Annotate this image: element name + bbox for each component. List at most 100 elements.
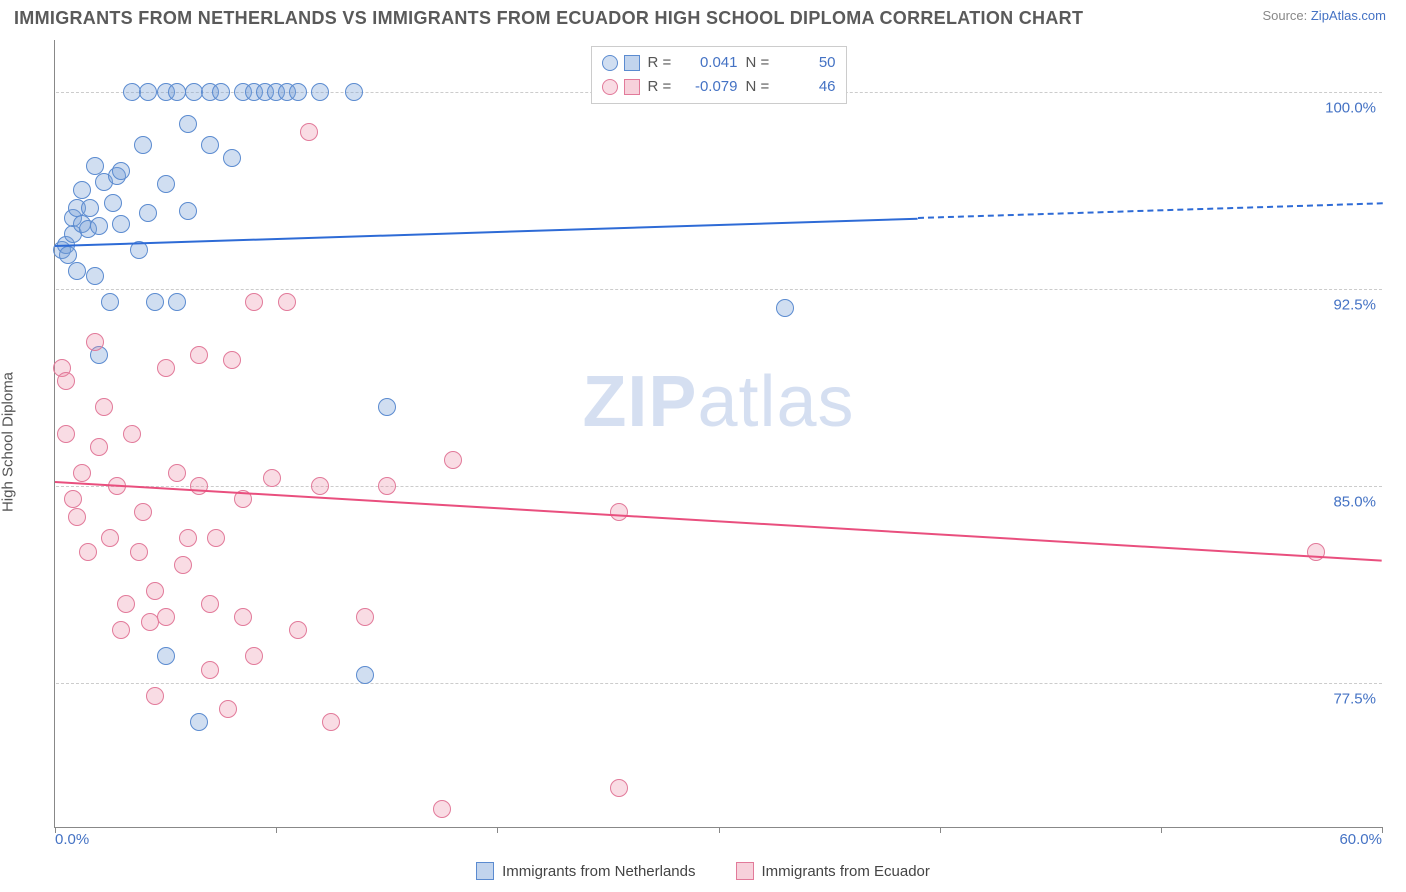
y-tick-label: 92.5% — [1333, 297, 1376, 314]
data-point — [610, 779, 628, 797]
stats-row: R =-0.079N =46 — [602, 75, 836, 99]
data-point — [610, 503, 628, 521]
watermark: ZIPatlas — [582, 361, 854, 443]
legend-label: Immigrants from Netherlands — [502, 863, 695, 880]
data-point — [157, 175, 175, 193]
legend-label: Immigrants from Ecuador — [762, 863, 930, 880]
gridline — [56, 683, 1382, 684]
legend-item: Immigrants from Netherlands — [476, 862, 695, 880]
data-point — [146, 582, 164, 600]
data-point — [157, 359, 175, 377]
trend-line — [55, 217, 918, 246]
data-point — [223, 149, 241, 167]
data-point — [356, 608, 374, 626]
data-point — [201, 595, 219, 613]
data-point — [356, 666, 374, 684]
data-point — [378, 477, 396, 495]
data-point — [81, 199, 99, 217]
data-point — [73, 464, 91, 482]
data-point — [90, 217, 108, 235]
data-point — [300, 123, 318, 141]
data-point — [139, 204, 157, 222]
data-point — [57, 425, 75, 443]
data-point — [179, 529, 197, 547]
data-point — [207, 529, 225, 547]
chart-container: High School Diploma ZIPatlas 77.5%85.0%9… — [14, 40, 1392, 844]
legend-item: Immigrants from Ecuador — [736, 862, 930, 880]
data-point — [130, 543, 148, 561]
data-point — [201, 661, 219, 679]
data-point — [134, 503, 152, 521]
chart-title: IMMIGRANTS FROM NETHERLANDS VS IMMIGRANT… — [14, 8, 1083, 29]
data-point — [245, 647, 263, 665]
data-point — [168, 293, 186, 311]
data-point — [86, 267, 104, 285]
data-point — [289, 621, 307, 639]
data-point — [444, 451, 462, 469]
x-tick — [1161, 827, 1162, 833]
legend-circle-icon — [602, 55, 618, 71]
data-point — [73, 181, 91, 199]
data-point — [776, 299, 794, 317]
source-link[interactable]: ZipAtlas.com — [1311, 8, 1386, 23]
data-point — [190, 346, 208, 364]
trend-line — [918, 203, 1383, 220]
data-point — [212, 83, 230, 101]
data-point — [146, 687, 164, 705]
data-point — [86, 333, 104, 351]
stats-legend: R =0.041N =50R =-0.079N =46 — [591, 46, 847, 104]
data-point — [190, 713, 208, 731]
data-point — [123, 425, 141, 443]
stats-row: R =0.041N =50 — [602, 51, 836, 75]
y-tick-label: 100.0% — [1325, 100, 1376, 117]
data-point — [311, 83, 329, 101]
data-point — [64, 490, 82, 508]
x-tick — [497, 827, 498, 833]
data-point — [433, 800, 451, 818]
bottom-legend: Immigrants from Netherlands Immigrants fr… — [0, 862, 1406, 880]
data-point — [57, 372, 75, 390]
data-point — [68, 262, 86, 280]
data-point — [179, 202, 197, 220]
gridline — [56, 486, 1382, 487]
data-point — [146, 293, 164, 311]
legend-square-icon — [476, 862, 494, 880]
legend-square-icon — [624, 55, 640, 71]
y-tick-label: 85.0% — [1333, 493, 1376, 510]
x-tick — [940, 827, 941, 833]
data-point — [134, 136, 152, 154]
source-label: Source: ZipAtlas.com — [1262, 8, 1386, 23]
data-point — [157, 647, 175, 665]
data-point — [79, 543, 97, 561]
gridline — [56, 289, 1382, 290]
x-min-label: 0.0% — [55, 831, 89, 848]
data-point — [68, 508, 86, 526]
plot-area: ZIPatlas 77.5%85.0%92.5%100.0%0.0%60.0%R… — [54, 40, 1382, 828]
y-axis-label: High School Diploma — [0, 372, 17, 512]
trend-line — [55, 481, 1382, 562]
x-max-label: 60.0% — [1339, 831, 1382, 848]
x-tick — [1382, 827, 1383, 833]
data-point — [112, 621, 130, 639]
data-point — [223, 351, 241, 369]
data-point — [311, 477, 329, 495]
data-point — [174, 556, 192, 574]
data-point — [234, 608, 252, 626]
data-point — [168, 83, 186, 101]
data-point — [101, 529, 119, 547]
data-point — [179, 115, 197, 133]
data-point — [289, 83, 307, 101]
data-point — [278, 293, 296, 311]
x-tick — [276, 827, 277, 833]
data-point — [104, 194, 122, 212]
data-point — [101, 293, 119, 311]
data-point — [245, 293, 263, 311]
data-point — [168, 464, 186, 482]
data-point — [157, 608, 175, 626]
data-point — [190, 477, 208, 495]
data-point — [117, 595, 135, 613]
legend-square-icon — [624, 79, 640, 95]
data-point — [90, 438, 108, 456]
data-point — [345, 83, 363, 101]
legend-circle-icon — [602, 79, 618, 95]
